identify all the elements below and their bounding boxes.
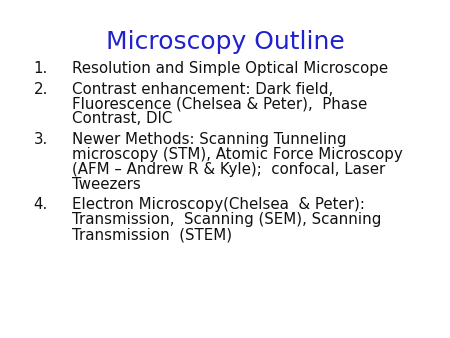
- Text: Newer Methods: Scanning Tunneling: Newer Methods: Scanning Tunneling: [72, 132, 346, 147]
- Text: Tweezers: Tweezers: [72, 176, 141, 192]
- Text: Electron Microscopy(Chelsea  & Peter):: Electron Microscopy(Chelsea & Peter):: [72, 197, 365, 212]
- Text: Contrast enhancement: Dark field,: Contrast enhancement: Dark field,: [72, 82, 333, 97]
- Text: Microscopy Outline: Microscopy Outline: [106, 30, 344, 54]
- Text: Transmission,  Scanning (SEM), Scanning: Transmission, Scanning (SEM), Scanning: [72, 212, 382, 227]
- Text: Transmission  (STEM): Transmission (STEM): [72, 227, 232, 242]
- Text: 2.: 2.: [34, 82, 48, 97]
- Text: 1.: 1.: [34, 61, 48, 76]
- Text: 4.: 4.: [34, 197, 48, 212]
- Text: Contrast, DIC: Contrast, DIC: [72, 112, 172, 126]
- Text: Resolution and Simple Optical Microscope: Resolution and Simple Optical Microscope: [72, 61, 388, 76]
- Text: microscopy (STM), Atomic Force Microscopy: microscopy (STM), Atomic Force Microscop…: [72, 147, 403, 162]
- Text: Fluorescence (Chelsea & Peter),  Phase: Fluorescence (Chelsea & Peter), Phase: [72, 97, 367, 112]
- Text: 3.: 3.: [34, 132, 48, 147]
- Text: (AFM – Andrew R & Kyle);  confocal, Laser: (AFM – Andrew R & Kyle); confocal, Laser: [72, 162, 385, 177]
